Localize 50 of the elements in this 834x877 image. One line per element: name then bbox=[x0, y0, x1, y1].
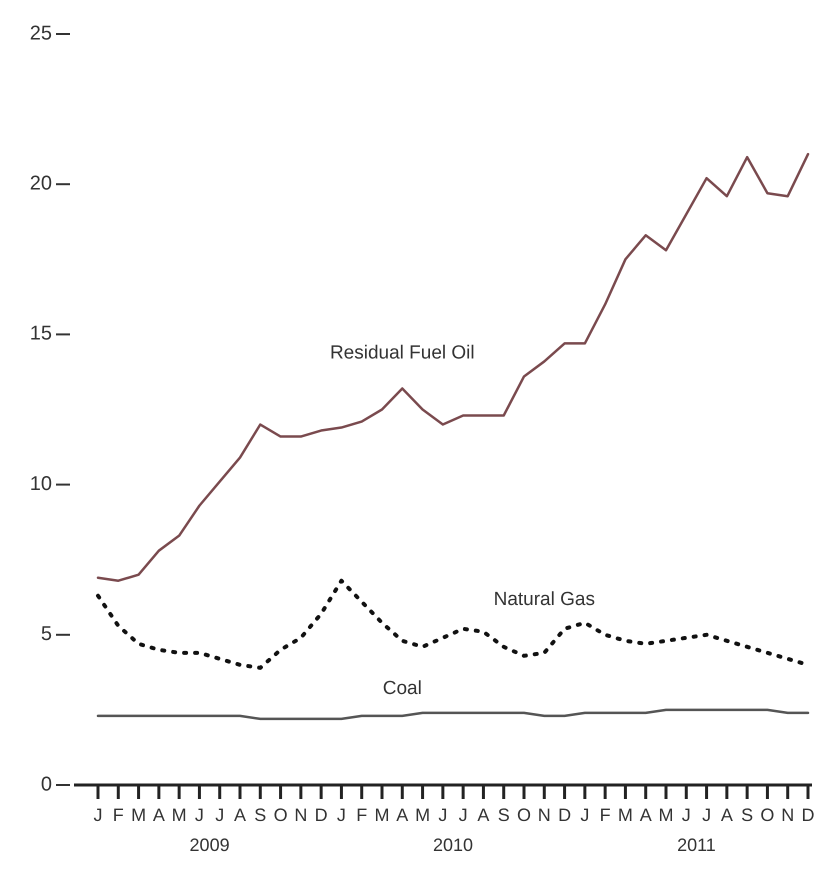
y-tick-label: 5 bbox=[40, 623, 52, 646]
series-label: Coal bbox=[382, 678, 422, 699]
y-tick-label: 20 bbox=[30, 172, 52, 194]
y-tick-label: 10 bbox=[30, 472, 52, 495]
x-tick-label: M bbox=[415, 805, 430, 825]
x-tick-label: O bbox=[760, 805, 774, 825]
x-tick-label: N bbox=[538, 805, 551, 825]
x-tick-label: J bbox=[336, 805, 346, 825]
x-tick-label: M bbox=[131, 805, 146, 825]
x-tick-label: M bbox=[658, 805, 674, 825]
x-tick-label: A bbox=[152, 805, 165, 825]
x-tick-label: S bbox=[254, 805, 266, 825]
x-tick-label: F bbox=[112, 805, 124, 825]
x-tick-label: J bbox=[94, 805, 102, 825]
x-tick-label: M bbox=[618, 805, 633, 825]
x-tick-label: D bbox=[558, 805, 572, 825]
x-tick-label: A bbox=[720, 805, 733, 825]
series-label: Natural Gas bbox=[494, 588, 595, 610]
x-tick-label: S bbox=[741, 805, 754, 825]
x-tick-label: A bbox=[640, 805, 652, 825]
x-tick-label: J bbox=[215, 805, 224, 825]
x-tick-label: J bbox=[194, 805, 204, 825]
x-tick-label: J bbox=[438, 805, 448, 825]
x-tick-label: O bbox=[516, 805, 532, 825]
x-tick-label: J bbox=[702, 805, 712, 825]
x-tick-label: D bbox=[802, 805, 814, 825]
x-tick-label: S bbox=[498, 805, 510, 825]
x-tick-label: D bbox=[314, 805, 328, 825]
x-tick-label: F bbox=[356, 805, 368, 825]
line-series bbox=[96, 708, 810, 720]
x-tick-label: N bbox=[294, 805, 308, 825]
x-tick-label: J bbox=[682, 805, 691, 825]
y-tick-label: 25 bbox=[30, 22, 52, 44]
x-tick-label: M bbox=[374, 805, 390, 825]
x-tick-label: M bbox=[172, 805, 187, 825]
text: 2011 bbox=[677, 835, 716, 855]
y-tick-label: 0 bbox=[40, 773, 52, 796]
x-tick-label: J bbox=[458, 805, 468, 825]
x-tick-label: F bbox=[600, 805, 611, 825]
text: 2009 bbox=[190, 835, 230, 855]
y-tick-label: 15 bbox=[30, 322, 52, 345]
x-tick-label: A bbox=[396, 805, 408, 825]
x-tick-label: A bbox=[477, 805, 490, 825]
x-tick-label: A bbox=[234, 805, 246, 825]
x-tick-label: O bbox=[274, 805, 288, 825]
text: 2010 bbox=[432, 835, 474, 855]
line-series bbox=[96, 152, 810, 582]
x-tick-label: J bbox=[580, 805, 590, 825]
series-label: Residual Fuel Oil bbox=[330, 342, 475, 364]
x-tick-label: N bbox=[781, 805, 794, 825]
